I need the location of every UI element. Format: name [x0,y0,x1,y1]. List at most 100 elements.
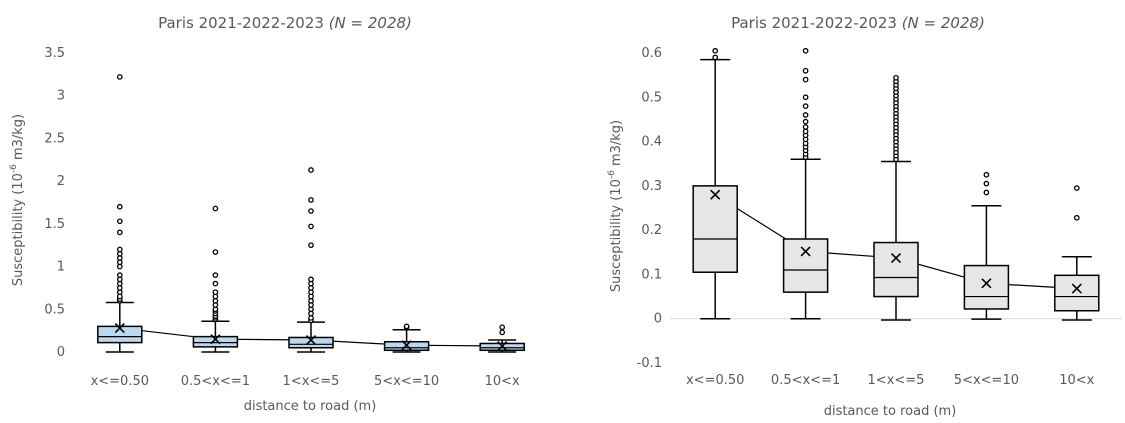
x-category-label: x<=0.50 [686,373,744,388]
outlier-point [802,76,809,83]
mean-marker [305,334,317,346]
outlier-point [116,246,123,253]
mean-marker [800,246,811,257]
outlier-point [893,74,899,81]
iqr-box [692,185,738,273]
y-tick-label: 1.5 [44,217,65,232]
x-category-label: 0.5<x<=1 [181,374,250,389]
outlier-point [212,272,219,278]
mean-marker [497,340,508,352]
outlier-point [712,54,719,61]
outlier-point [983,171,990,178]
mean-marker [710,189,721,200]
outlier-point [802,112,809,118]
box-1 [97,74,143,353]
chart-left-title: Paris 2021-2022-2023 (N = 2028) [158,14,412,32]
iqr-box [782,238,829,293]
outlier-point [212,280,219,287]
box-5 [479,324,525,353]
y-tick-label: 0.5 [44,302,65,317]
outlier-point [802,124,809,130]
chart-right-xlabel: distance to road (m) [824,404,957,419]
mean-marker [890,252,902,264]
outlier-point [1073,214,1080,221]
chart-left-ylabel: Susceptibility (10-6 m3/kg) [9,114,26,286]
y-tick-label: -0.1 [637,356,662,371]
outlier-point [308,167,314,173]
iqr-box [1054,274,1100,312]
y-tick-label: 0.4 [641,135,662,150]
outlier-point [116,74,123,80]
outlier-point [308,223,314,230]
chart-left-plot-area: 0 0.5 1 1.5 2 2.5 3 3.5 x<=0.50 0.5<x<=1 1<x<=5 5<x… [44,46,525,389]
outlier-point [712,47,719,54]
outlier-point [308,208,314,214]
outlier-point [802,103,809,109]
box-3 [288,167,334,353]
mean-marker [1071,283,1082,294]
chart-right-title: Paris 2021-2022-2023 (N = 2028) [731,14,985,32]
outlier-point [308,197,314,203]
outlier-point [499,329,506,336]
box-5 [1054,185,1100,321]
x-category-label: 5<x<=10 [374,374,439,389]
x-category-label: 10<x [1059,373,1094,388]
outlier-point [116,218,123,225]
iqr-box [288,336,334,349]
y-tick-label: 0.6 [641,46,662,61]
outlier-point [212,289,219,296]
chart-right-plot-area: -0.1 0 0.1 0.2 0.3 0.4 0.5 0.6 x<=0.50 0.5<x<=1 1<… [637,46,1122,388]
x-category-label: 1<x<=5 [868,373,925,388]
outlier-point [308,276,314,283]
outlier-point [983,189,990,196]
outlier-point [983,180,990,187]
box-1 [692,47,738,320]
y-tick-label: 0 [654,312,662,327]
outlier-point [212,249,219,255]
y-tick-label: 2 [57,174,65,189]
x-category-label: x<=0.50 [91,374,149,389]
outlier-point [116,229,123,236]
chart-right-ylabel: Susceptibility (10-6 m3/kg) [607,120,624,292]
x-category-label: 0.5<x<=1 [771,373,840,388]
box-2 [192,205,239,353]
outlier-point [802,118,809,125]
mean-marker [401,340,412,351]
x-category-label: 1<x<=5 [283,374,340,389]
outlier-point [1073,185,1080,191]
outlier-point [802,67,809,74]
y-tick-label: 0.1 [641,267,662,282]
y-tick-label: 3.5 [44,46,65,61]
y-tick-label: 0 [57,345,65,360]
box-4 [383,323,430,353]
iqr-box [97,325,143,344]
iqr-box [192,335,239,348]
x-category-label: 10<x [485,374,520,389]
y-tick-label: 0.5 [641,90,662,105]
chart-left-xlabel: distance to road (m) [244,399,377,414]
outlier-point [403,323,410,330]
chart-left: Paris 2021-2022-2023 (N = 2028) Suscepti… [9,14,525,414]
outlier-point [116,203,123,210]
box-3 [873,74,919,321]
outlier-point [499,324,506,331]
mean-marker [981,278,992,289]
box-2 [782,47,829,320]
outlier-point [802,94,809,101]
y-tick-label: 0.3 [641,179,662,194]
y-tick-label: 2.5 [44,131,65,146]
outlier-point [802,47,809,54]
mean-marker [114,323,125,334]
chart-right: Paris 2021-2022-2023 (N = 2028) Suscepti… [607,14,1122,419]
outlier-point [308,242,314,249]
outlier-point [212,205,219,212]
box-4 [963,171,1010,320]
x-category-label: 5<x<=10 [954,373,1019,388]
y-tick-label: 1 [57,260,65,275]
outlier-point [802,128,809,135]
y-tick-label: 3 [57,89,65,104]
iqr-box [963,264,1010,310]
mean-marker [210,334,221,345]
iqr-box [873,241,919,298]
